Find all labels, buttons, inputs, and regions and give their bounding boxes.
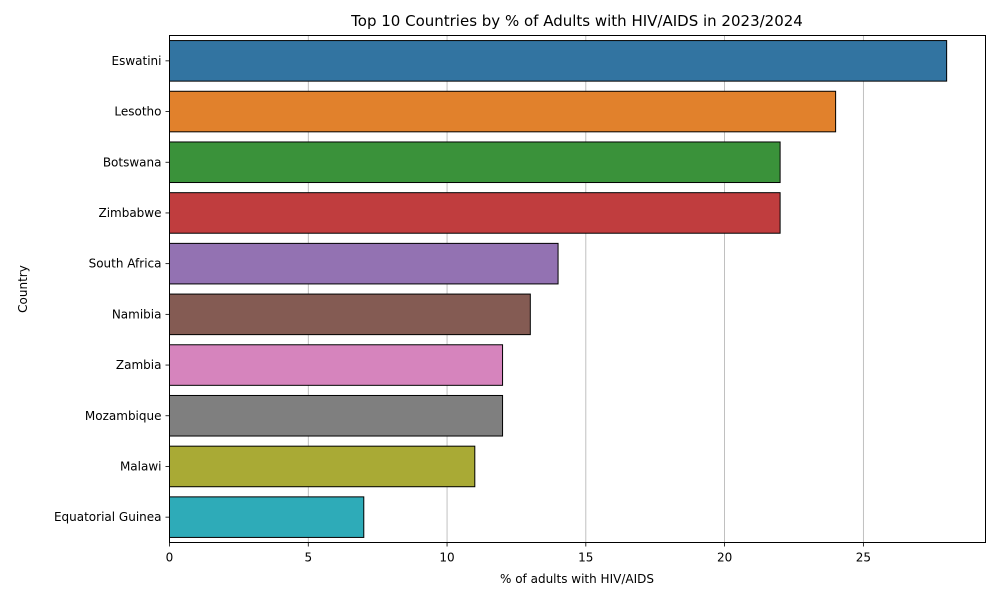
bar [169,90,837,133]
bar [169,40,948,82]
bar [169,445,476,488]
y-tick-label: Zambia [116,358,162,372]
bars [169,40,948,538]
y-tick-label: South Africa [89,257,162,271]
y-tick-label: Lesotho [114,105,161,119]
bar [169,394,504,437]
x-tick-label: 15 [578,551,593,565]
y-tick-label: Botswana [103,155,162,169]
bar [169,141,781,184]
y-axis-ticks: Eswatini Lesotho Botswana Zimbabwe South Afr… [54,54,170,524]
x-tick-label: 20 [717,551,732,565]
x-axis-ticks: 0 5 10 15 20 25 [166,542,871,565]
bar [169,192,781,234]
y-tick-label: Malawi [120,459,162,473]
chart-title: Top 10 Countries by % of Adults with HIV… [350,12,803,30]
bar [169,242,559,285]
y-tick-label: Zimbabwe [98,206,161,220]
y-tick-label: Mozambique [85,409,162,423]
x-axis-label: % of adults with HIV/AIDS [500,572,654,586]
x-tick-label: 0 [166,551,174,565]
bar [169,293,531,336]
bar [169,344,504,386]
y-tick-label: Namibia [112,307,162,321]
y-tick-label: Eswatini [112,54,162,68]
x-tick-label: 5 [304,551,312,565]
bar [169,496,365,538]
y-axis-label: Country [16,265,30,313]
plot-frame [169,35,986,543]
x-tick-label: 25 [856,551,871,565]
y-tick-label: Equatorial Guinea [54,510,162,524]
x-tick-label: 10 [439,551,454,565]
